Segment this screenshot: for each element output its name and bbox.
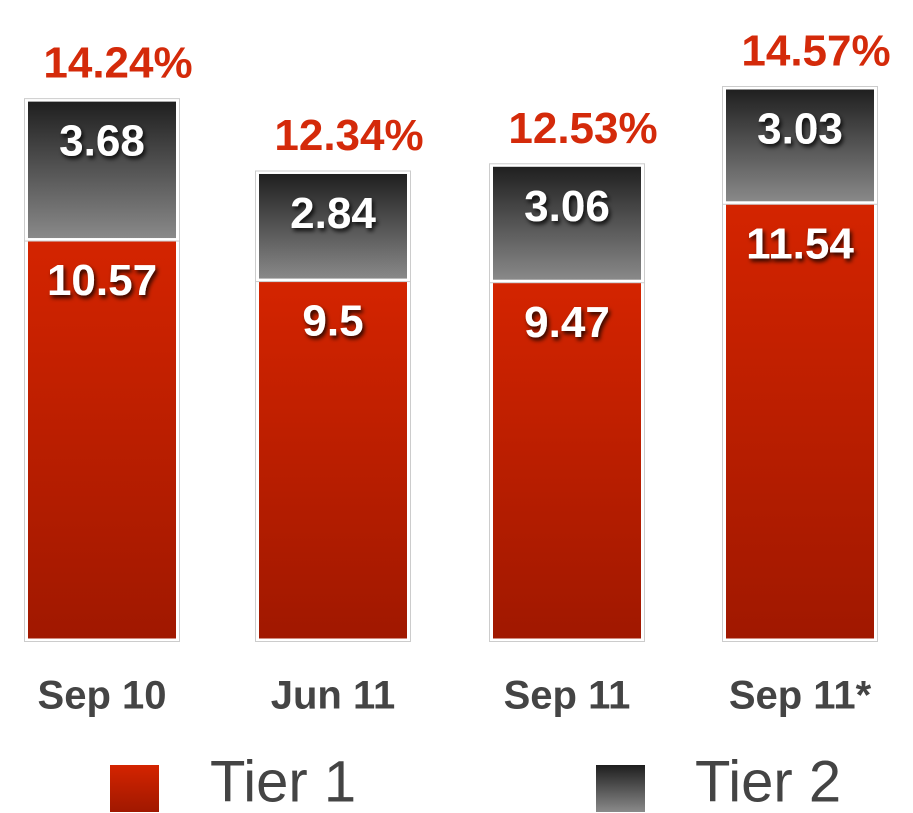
x-tick-label: Sep 11 (504, 674, 631, 718)
x-tick-label: Sep 11* (729, 674, 872, 718)
bar-outline (489, 163, 645, 284)
legend-label: Tier 2 (695, 749, 841, 813)
bar-segment (723, 86, 877, 205)
x-tick-label: Jun 11 (271, 674, 396, 718)
total-label: 12.34% (274, 111, 423, 160)
bar-segment (256, 170, 410, 282)
bar-segment (490, 279, 644, 642)
value-label: 11.54 (746, 219, 854, 268)
value-label: 9.5 (302, 297, 363, 346)
value-label: 2.84 (290, 189, 376, 238)
bar-segment (256, 278, 410, 642)
bar-segment (25, 98, 179, 242)
bar-outline (722, 86, 878, 205)
legend-swatch (596, 765, 645, 812)
bar-outline (24, 98, 180, 242)
value-label: 9.47 (524, 298, 610, 347)
legend-swatch (110, 765, 159, 812)
value-label: 3.03 (757, 105, 843, 154)
total-label: 14.24% (43, 39, 192, 88)
bar-segment (25, 238, 179, 642)
total-label: 12.53% (508, 104, 657, 153)
total-label: 14.57% (741, 27, 890, 76)
value-label: 10.57 (47, 256, 157, 305)
bar-outline (255, 170, 411, 283)
value-label: 3.68 (59, 117, 145, 166)
x-tick-label: Sep 10 (38, 674, 167, 718)
bar-segment (490, 163, 644, 283)
value-label: 3.06 (524, 182, 610, 231)
legend-label: Tier 1 (210, 749, 356, 813)
